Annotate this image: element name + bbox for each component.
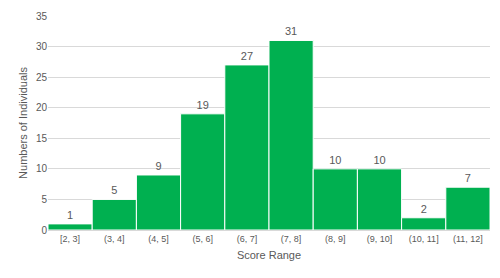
svg-text:19: 19 xyxy=(197,99,209,111)
svg-text:(11, 12]: (11, 12] xyxy=(453,234,483,244)
svg-text:Score Range: Score Range xyxy=(237,249,301,261)
svg-text:25: 25 xyxy=(36,72,48,83)
svg-text:5: 5 xyxy=(111,184,117,196)
svg-text:(4, 5]: (4, 5] xyxy=(148,234,169,244)
svg-text:5: 5 xyxy=(41,194,47,205)
svg-text:10: 10 xyxy=(36,163,48,174)
svg-text:Numbers of Individuals: Numbers of Individuals xyxy=(17,67,29,179)
svg-text:1: 1 xyxy=(67,209,73,221)
svg-text:(5, 6]: (5, 6] xyxy=(192,234,213,244)
svg-text:0: 0 xyxy=(41,225,47,236)
svg-text:20: 20 xyxy=(36,102,48,113)
svg-text:7: 7 xyxy=(465,172,471,184)
svg-text:(8, 9]: (8, 9] xyxy=(325,234,346,244)
svg-text:27: 27 xyxy=(241,50,253,62)
svg-text:15: 15 xyxy=(36,133,48,144)
svg-text:35: 35 xyxy=(36,11,48,22)
svg-text:(7, 8]: (7, 8] xyxy=(281,234,302,244)
svg-text:(10, 11]: (10, 11] xyxy=(409,234,439,244)
svg-text:31: 31 xyxy=(285,25,297,37)
svg-text:9: 9 xyxy=(155,160,161,172)
svg-text:(6, 7]: (6, 7] xyxy=(237,234,258,244)
svg-text:10: 10 xyxy=(329,154,341,166)
svg-text:2: 2 xyxy=(421,203,427,215)
svg-text:10: 10 xyxy=(373,154,385,166)
svg-text:(9, 10]: (9, 10] xyxy=(367,234,393,244)
svg-text:[2, 3]: [2, 3] xyxy=(60,234,80,244)
svg-text:30: 30 xyxy=(36,41,48,52)
svg-text:(3, 4]: (3, 4] xyxy=(104,234,125,244)
